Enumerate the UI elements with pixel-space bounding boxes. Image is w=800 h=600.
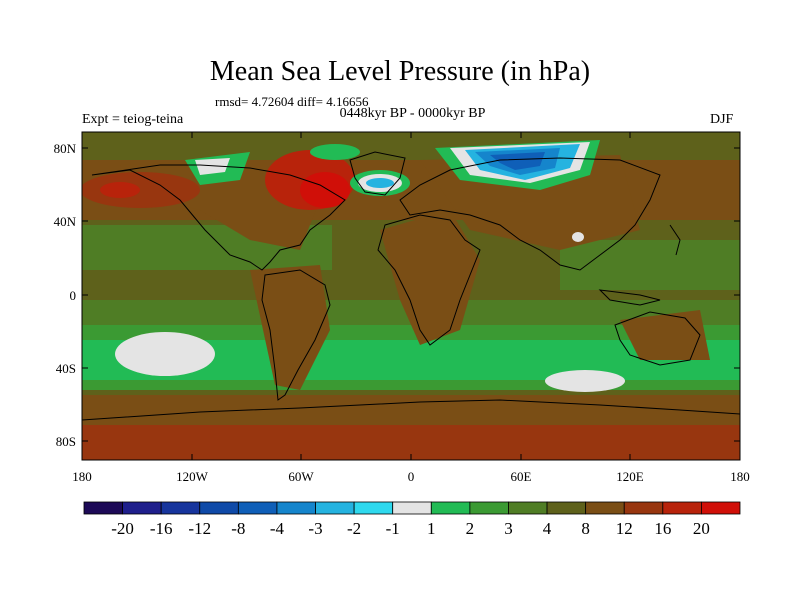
colorbar-swatch [237, 501, 278, 515]
lat-label-40s: 40S [55, 361, 76, 376]
japan-outline [669, 224, 681, 256]
colorbar-swatch [430, 501, 471, 515]
colorbar-swatch [122, 501, 162, 515]
lon-label-120e: 120E [616, 469, 644, 484]
eurasia-outline [399, 157, 661, 271]
colorbar-swatch [662, 501, 702, 515]
field-pacific-core [100, 182, 140, 198]
lon-label-60w: 60W [288, 469, 314, 484]
colorbar-label: 16 [654, 519, 672, 538]
field-arctic-canada-white [195, 158, 230, 175]
lat-label-80n: 80N [53, 141, 76, 156]
axis-ticks [81, 132, 741, 460]
south-america-outline [261, 269, 331, 401]
map-title: Mean Sea Level Pressure (in hPa) [209, 56, 591, 87]
colorbar-label: 3 [504, 519, 513, 538]
field-south-america [250, 265, 330, 390]
field-greenland-cyan [366, 178, 394, 188]
field-africa [380, 210, 480, 345]
colorbar-swatch [469, 501, 509, 515]
colorbar-label: 8 [581, 519, 590, 538]
lat-label-0: 0 [69, 288, 77, 303]
colorbar-label: 2 [465, 519, 475, 538]
field-australia [620, 310, 710, 360]
lon-label-180e: 180 [730, 469, 750, 484]
colorbar [83, 501, 741, 515]
colorbar-swatch [276, 501, 316, 515]
lon-label-180w: 180 [72, 469, 92, 484]
colorbar-label: -2 [347, 519, 362, 538]
period-label: 0448kyr BP - 0000kyr BP [339, 106, 486, 121]
field-north-pacific-high [82, 172, 200, 208]
greenland-outline [349, 151, 406, 196]
indonesia-outline [598, 289, 661, 306]
colorbar-label: -3 [308, 519, 323, 538]
statistics-label: rmsd= 4.72604 diff= 4.16656 [215, 94, 369, 109]
lon-label-0: 0 [407, 469, 415, 484]
colorbar-swatch [392, 501, 432, 515]
australia-outline [614, 311, 701, 366]
colorbar-label: 1 [427, 519, 436, 538]
experiment-label: Expt = teiog-teina [82, 112, 184, 127]
colorbar-swatch [315, 501, 355, 515]
africa-outline [377, 214, 481, 346]
colorbar-label: -12 [188, 519, 212, 538]
field-south-indian-white [545, 370, 625, 392]
pressure-field [82, 132, 740, 460]
colorbar-swatch [353, 501, 394, 515]
coastlines [82, 151, 740, 421]
colorbar-swatch [585, 501, 625, 515]
field-south-pacific-white [115, 332, 215, 376]
field-tropic-east [560, 240, 740, 290]
field-north-atlantic-core [300, 172, 350, 208]
colorbar-label: -20 [111, 519, 134, 538]
lat-label-40n: 40N [53, 214, 76, 229]
north-america-outline [91, 164, 346, 271]
field-tibet-white [572, 232, 584, 242]
lon-label-60e: 60E [510, 469, 532, 484]
colorbar-swatch [546, 501, 587, 515]
colorbar-swatch [83, 501, 123, 515]
colorbar-swatch [160, 501, 201, 515]
colorbar-swatch [623, 501, 664, 515]
field-south-high [82, 395, 740, 425]
colorbar-swatch [508, 501, 548, 515]
colorbar-label: 20 [692, 519, 710, 538]
colorbar-label: -4 [269, 519, 285, 538]
field-arctic-green [310, 144, 360, 160]
colorbar-swatch [199, 501, 239, 515]
lon-label-120w: 120W [176, 469, 208, 484]
colorbar-swatch [701, 501, 741, 515]
season-label: DJF [710, 112, 734, 127]
field-siberia-core [490, 152, 545, 170]
colorbar-label: 12 [615, 519, 633, 538]
colorbar-label: 4 [542, 519, 552, 538]
colorbar-label: -16 [149, 519, 173, 538]
lat-label-80s: 80S [55, 434, 76, 449]
antarctica-outline [82, 399, 740, 421]
colorbar-label: -1 [385, 519, 400, 538]
colorbar-label: -8 [231, 519, 246, 538]
